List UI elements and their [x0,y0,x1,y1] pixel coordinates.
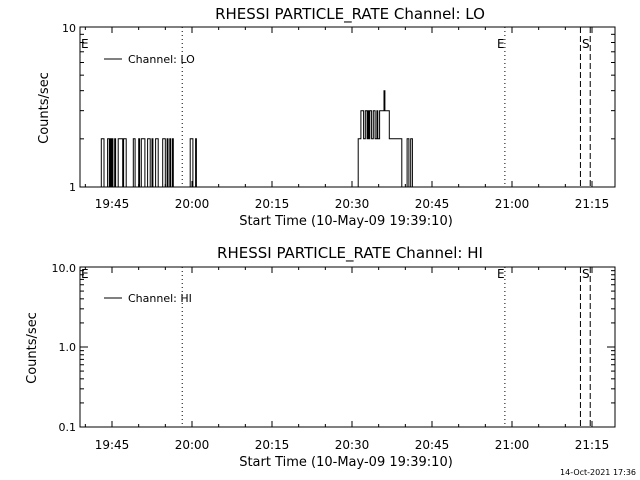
lo-y-tick-label-1: 1 [69,181,76,194]
lo-x-tick-label: 21:00 [495,197,530,211]
lo-x-tick-label: 19:45 [95,197,130,211]
lo-channel-panel: RHESSI PARTICLE_RATE Channel: LO Counts/… [37,5,616,229]
hi-x-tick-label: 20:15 [255,438,290,452]
lo-series-line [100,90,413,188]
lo-marker-label-s: S [582,37,590,51]
hi-x-axis-label: Start Time (10-May-09 19:39:10) [239,455,453,470]
hi-marker-label-e-left: E [81,267,89,281]
lo-x-axis-label: Start Time (10-May-09 19:39:10) [239,214,453,229]
hi-x-tick-label: 19:45 [95,438,130,452]
lo-chart-title: RHESSI PARTICLE_RATE Channel: LO [215,5,485,24]
footer-timestamp: 14-Oct-2021 17:36 [560,468,636,477]
hi-marker-label-s: S [582,267,590,281]
hi-x-tick-label: 20:00 [175,438,210,452]
lo-plot-frame [79,26,616,188]
lo-x-tick-label: 20:00 [175,197,210,211]
hi-y-tick-label-10: 10.0 [52,262,77,275]
lo-x-tick-label: 21:15 [575,197,610,211]
hi-legend-label: Channel: HI [128,292,192,305]
lo-marker-label-e-left: E [81,37,89,51]
hi-x-tick-label: 20:30 [335,438,370,452]
lo-x-tick-label: 20:45 [415,197,450,211]
hi-y-axis-label: Counts/sec [25,312,40,384]
hi-chart-title: RHESSI PARTICLE_RATE Channel: HI [217,244,483,263]
lo-legend-label: Channel: LO [128,53,195,66]
hi-marker-label-e: E [497,267,505,281]
lo-x-tick-label: 20:30 [335,197,370,211]
hi-x-tick-label: 20:45 [415,438,450,452]
lo-y-tick-label-10: 10 [62,22,76,35]
lo-marker-label-e: E [497,37,505,51]
hi-y-tick-label-01: 0.1 [59,421,77,434]
hi-x-tick-label: 21:00 [495,438,530,452]
hi-x-tick-label: 21:15 [575,438,610,452]
lo-x-tick-label: 20:15 [255,197,290,211]
hi-plot-frame [79,266,616,428]
hi-channel-panel: RHESSI PARTICLE_RATE Channel: HI Counts/… [25,244,616,470]
lo-y-axis-label: Counts/sec [37,72,52,144]
hi-y-tick-label-1: 1.0 [59,341,77,354]
